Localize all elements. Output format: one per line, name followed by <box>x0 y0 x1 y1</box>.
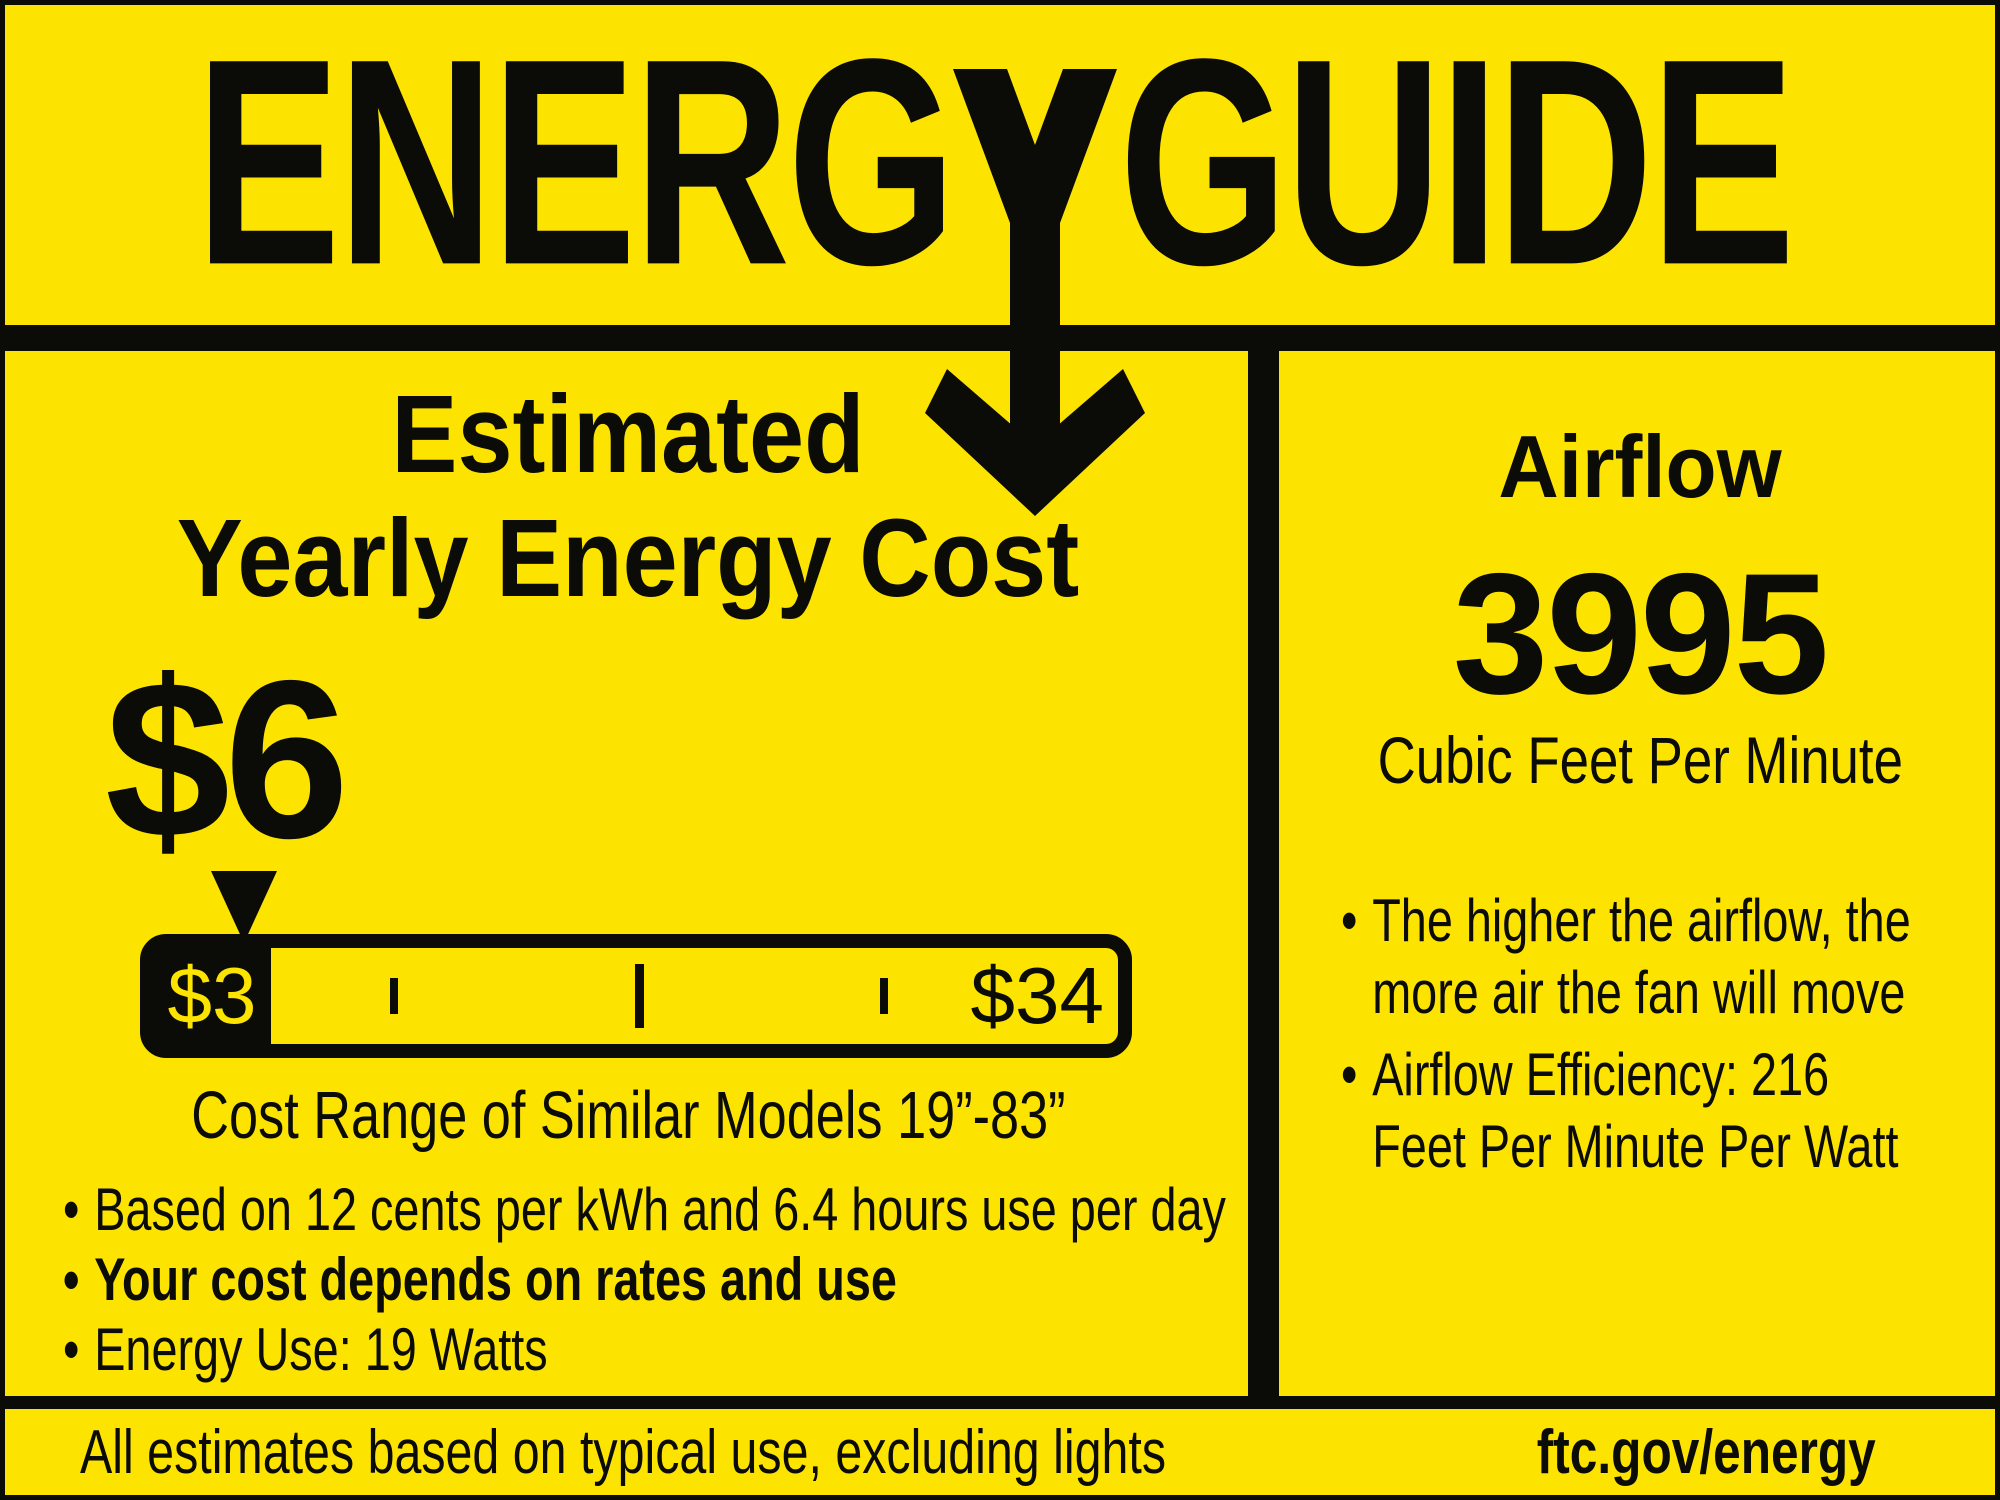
bullet-icon: • <box>63 1316 80 1383</box>
yearly-cost-value: $6 <box>105 633 349 885</box>
down-arrow-icon <box>925 69 1145 516</box>
list-item: • Energy Use: 19 Watts <box>63 1315 1226 1385</box>
ftc-url: ftc.gov/energy <box>1536 1418 1876 1487</box>
header-divider <box>5 325 1995 351</box>
list-item-text: The higher the airflow, the more air the… <box>1372 887 1911 1026</box>
list-item-text: Based on 12 cents per kWh and 6.4 hours … <box>94 1176 1226 1243</box>
scale-min-label: $3 <box>167 951 257 1040</box>
cost-notes-list: • Based on 12 cents per kWh and 6.4 hour… <box>63 1175 1226 1385</box>
scale-tick <box>390 978 398 1014</box>
bullet-icon: • <box>1341 887 1358 954</box>
bullet-icon: • <box>1341 1041 1358 1108</box>
scale-max-label: $34 <box>970 951 1104 1040</box>
heading-line-2: Yearly Energy Cost <box>176 497 1080 620</box>
airflow-panel: Airflow 3995 Cubic Feet Per Minute • The… <box>1279 325 1995 1396</box>
logo-text-guide: GUIDE <box>1119 0 1795 327</box>
list-item: • The higher the airflow, the more air t… <box>1341 885 1918 1029</box>
list-item-text: Airflow Efficiency: 216 Feet Per Minute … <box>1372 1041 1899 1180</box>
panel-divider <box>1248 325 1279 1397</box>
scale-tick <box>880 978 888 1014</box>
airflow-unit: Cubic Feet Per Minute <box>1377 723 1903 797</box>
airflow-value: 3995 <box>1452 538 1830 730</box>
airflow-notes-list: • The higher the airflow, the more air t… <box>1341 885 1918 1193</box>
list-item: • Airflow Efficiency: 216 Feet Per Minut… <box>1341 1039 1918 1183</box>
heading-line-1: Estimated <box>391 373 865 496</box>
list-item: • Your cost depends on rates and use <box>63 1245 1226 1315</box>
bullet-icon: • <box>63 1246 80 1313</box>
scale-tick-mid <box>635 964 644 1028</box>
scale-min-badge: $3 <box>153 947 271 1045</box>
footer-divider <box>5 1396 1995 1409</box>
bullet-icon: • <box>63 1176 80 1243</box>
list-item: • Based on 12 cents per kWh and 6.4 hour… <box>63 1175 1226 1245</box>
yearly-energy-cost-heading: Estimated Yearly Energy Cost <box>70 373 1186 621</box>
logo-text-energ: ENERG <box>195 0 956 327</box>
cost-range-caption: Cost Range of Similar Models 19”-83” <box>190 1078 1066 1153</box>
list-item-text: Energy Use: 19 Watts <box>94 1316 548 1383</box>
cost-range-scale: $3 $34 <box>140 934 1132 1058</box>
footer-note: All estimates based on typical use, excl… <box>80 1418 1167 1487</box>
cost-pointer-icon <box>211 871 277 943</box>
list-item-text: Your cost depends on rates and use <box>94 1246 897 1313</box>
airflow-heading: Airflow <box>1498 417 1782 516</box>
